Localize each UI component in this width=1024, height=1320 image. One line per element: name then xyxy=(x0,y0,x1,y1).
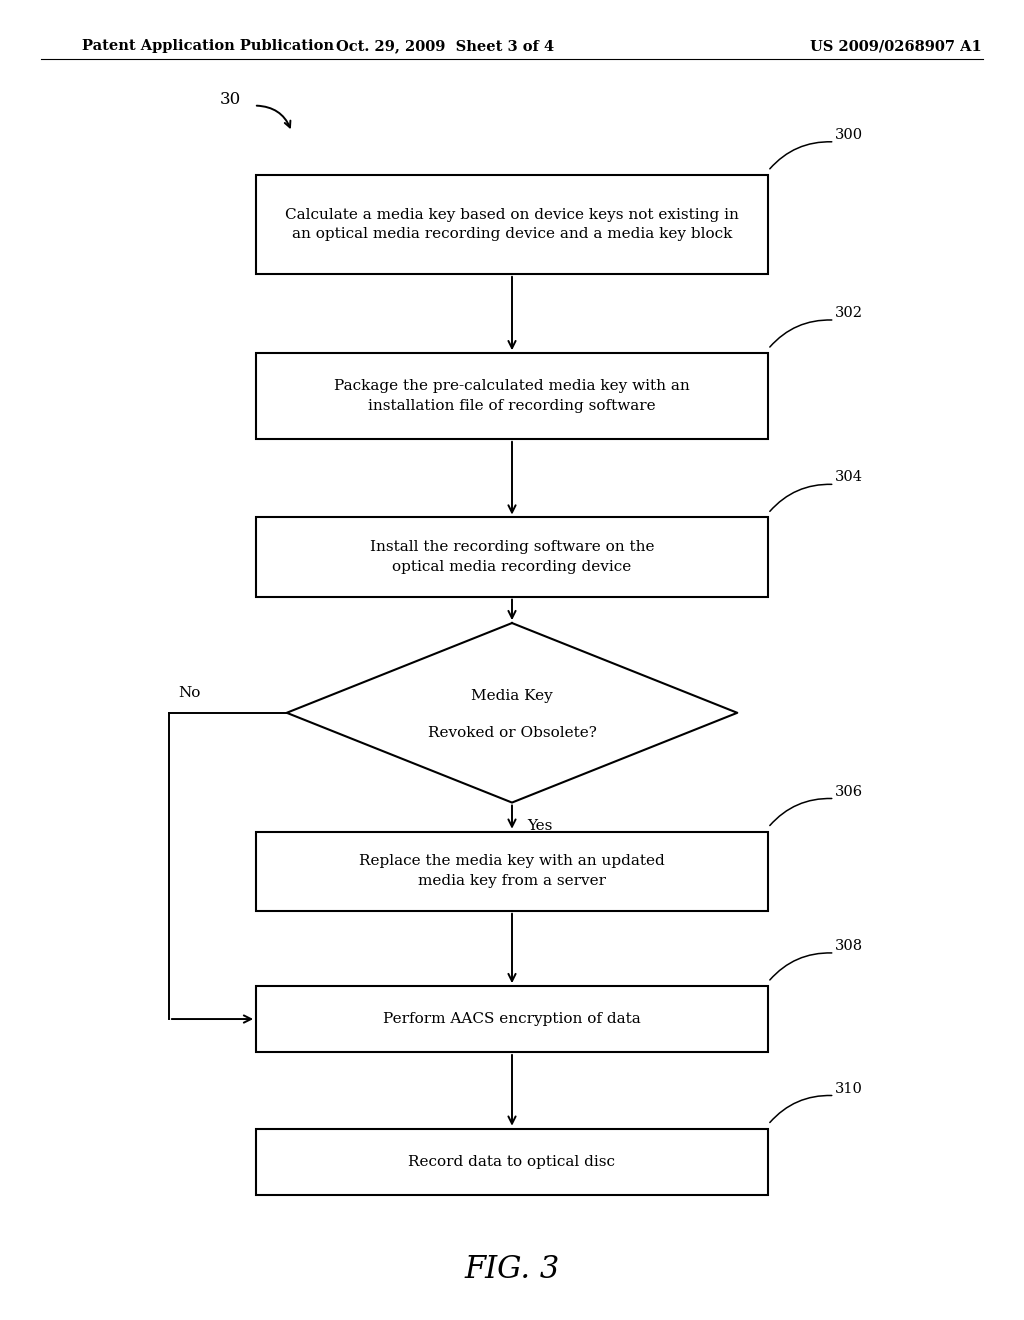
Text: Record data to optical disc: Record data to optical disc xyxy=(409,1155,615,1168)
Text: FIG. 3: FIG. 3 xyxy=(464,1254,560,1286)
Text: 302: 302 xyxy=(835,306,862,321)
Text: Oct. 29, 2009  Sheet 3 of 4: Oct. 29, 2009 Sheet 3 of 4 xyxy=(336,40,555,53)
FancyBboxPatch shape xyxy=(256,1129,768,1195)
Text: No: No xyxy=(178,686,201,700)
Text: Media Key: Media Key xyxy=(471,689,553,702)
Text: 306: 306 xyxy=(835,784,862,799)
Text: 300: 300 xyxy=(835,128,862,143)
Text: Package the pre-calculated media key with an
installation file of recording soft: Package the pre-calculated media key wit… xyxy=(334,379,690,413)
FancyBboxPatch shape xyxy=(256,832,768,911)
Text: Replace the media key with an updated
media key from a server: Replace the media key with an updated me… xyxy=(359,854,665,888)
FancyArrowPatch shape xyxy=(770,1096,831,1122)
FancyBboxPatch shape xyxy=(256,176,768,275)
FancyBboxPatch shape xyxy=(256,986,768,1052)
Polygon shape xyxy=(287,623,737,803)
FancyArrowPatch shape xyxy=(770,319,831,347)
FancyBboxPatch shape xyxy=(256,517,768,597)
Text: 304: 304 xyxy=(835,470,862,484)
FancyArrowPatch shape xyxy=(770,141,831,169)
FancyArrowPatch shape xyxy=(770,799,831,825)
Text: 30: 30 xyxy=(220,91,241,107)
Text: Revoked or Obsolete?: Revoked or Obsolete? xyxy=(428,726,596,739)
Text: Yes: Yes xyxy=(527,820,553,833)
FancyBboxPatch shape xyxy=(256,354,768,438)
Text: Install the recording software on the
optical media recording device: Install the recording software on the op… xyxy=(370,540,654,574)
Text: US 2009/0268907 A1: US 2009/0268907 A1 xyxy=(810,40,982,53)
Text: 310: 310 xyxy=(835,1081,862,1096)
FancyArrowPatch shape xyxy=(770,953,831,979)
FancyArrowPatch shape xyxy=(770,484,831,511)
Text: 308: 308 xyxy=(835,939,862,953)
Text: Perform AACS encryption of data: Perform AACS encryption of data xyxy=(383,1012,641,1026)
Text: Calculate a media key based on device keys not existing in
an optical media reco: Calculate a media key based on device ke… xyxy=(285,207,739,242)
Text: Patent Application Publication: Patent Application Publication xyxy=(82,40,334,53)
FancyArrowPatch shape xyxy=(257,106,291,128)
